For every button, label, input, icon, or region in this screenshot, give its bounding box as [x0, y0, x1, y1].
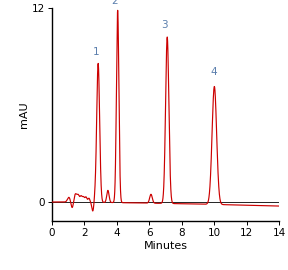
Y-axis label: mAU: mAU [19, 102, 29, 128]
Text: 3: 3 [161, 20, 167, 30]
X-axis label: Minutes: Minutes [144, 241, 187, 251]
Text: 4: 4 [210, 67, 217, 77]
Text: 1: 1 [92, 47, 99, 57]
Text: 2: 2 [111, 0, 118, 6]
